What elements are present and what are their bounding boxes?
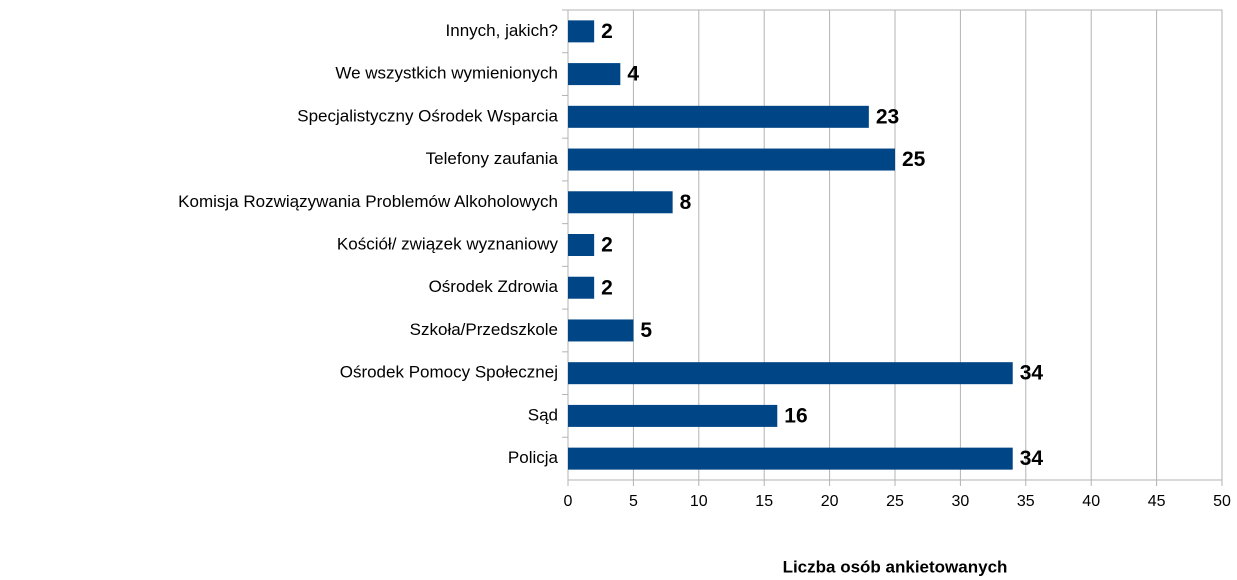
y-tick-label: Komisja Rozwiązywania Problemów Alkoholo… xyxy=(178,192,558,211)
x-tick-label: 0 xyxy=(564,493,573,510)
value-label: 34 xyxy=(1020,447,1044,470)
y-tick-label: We wszystkich wymienionych xyxy=(335,64,558,83)
y-tick-label: Innych, jakich? xyxy=(446,21,558,40)
y-tick-label: Kościół/ związek wyznaniowy xyxy=(337,234,559,253)
bar xyxy=(568,276,595,299)
x-tick-label: 30 xyxy=(952,493,970,510)
bar xyxy=(568,319,634,342)
y-tick-label: Specjalistyczny Ośrodek Wsparcia xyxy=(297,106,558,125)
y-tick-label: Ośrodek Pomocy Społecznej xyxy=(340,363,558,382)
y-tick-label: Ośrodek Zdrowia xyxy=(429,277,559,296)
x-tick-label: 5 xyxy=(629,493,638,510)
bar xyxy=(568,105,869,128)
x-axis-title: Liczba osób ankietowanych xyxy=(783,557,1008,576)
value-label: 2 xyxy=(601,276,613,299)
x-tick-label: 40 xyxy=(1082,493,1100,510)
bar xyxy=(568,191,673,214)
bar xyxy=(568,63,621,86)
y-tick-label: Szkoła/Przedszkole xyxy=(410,320,558,339)
bar xyxy=(568,148,895,171)
value-label: 8 xyxy=(680,191,692,214)
bar xyxy=(568,447,1013,470)
bar xyxy=(568,362,1013,385)
value-label: 2 xyxy=(601,234,613,257)
x-tick-label: 45 xyxy=(1148,493,1166,510)
bar xyxy=(568,404,778,427)
value-label: 4 xyxy=(627,63,639,86)
x-tick-label: 50 xyxy=(1213,493,1231,510)
y-tick-label: Sąd xyxy=(528,405,558,424)
value-label: 16 xyxy=(784,404,807,427)
bar xyxy=(568,234,595,256)
value-label: 25 xyxy=(902,148,926,171)
value-label: 5 xyxy=(640,319,652,342)
value-label: 34 xyxy=(1020,362,1044,385)
x-tick-label: 20 xyxy=(821,493,839,510)
bar xyxy=(568,20,595,43)
y-tick-label: Policja xyxy=(508,448,559,467)
x-tick-label: 35 xyxy=(1017,493,1035,510)
x-tick-label: 15 xyxy=(755,493,773,510)
value-label: 2 xyxy=(601,20,613,43)
x-tick-label: 25 xyxy=(886,493,904,510)
value-label: 23 xyxy=(876,105,899,128)
y-tick-label: Telefony zaufania xyxy=(426,149,559,168)
x-tick-label: 10 xyxy=(690,493,708,510)
